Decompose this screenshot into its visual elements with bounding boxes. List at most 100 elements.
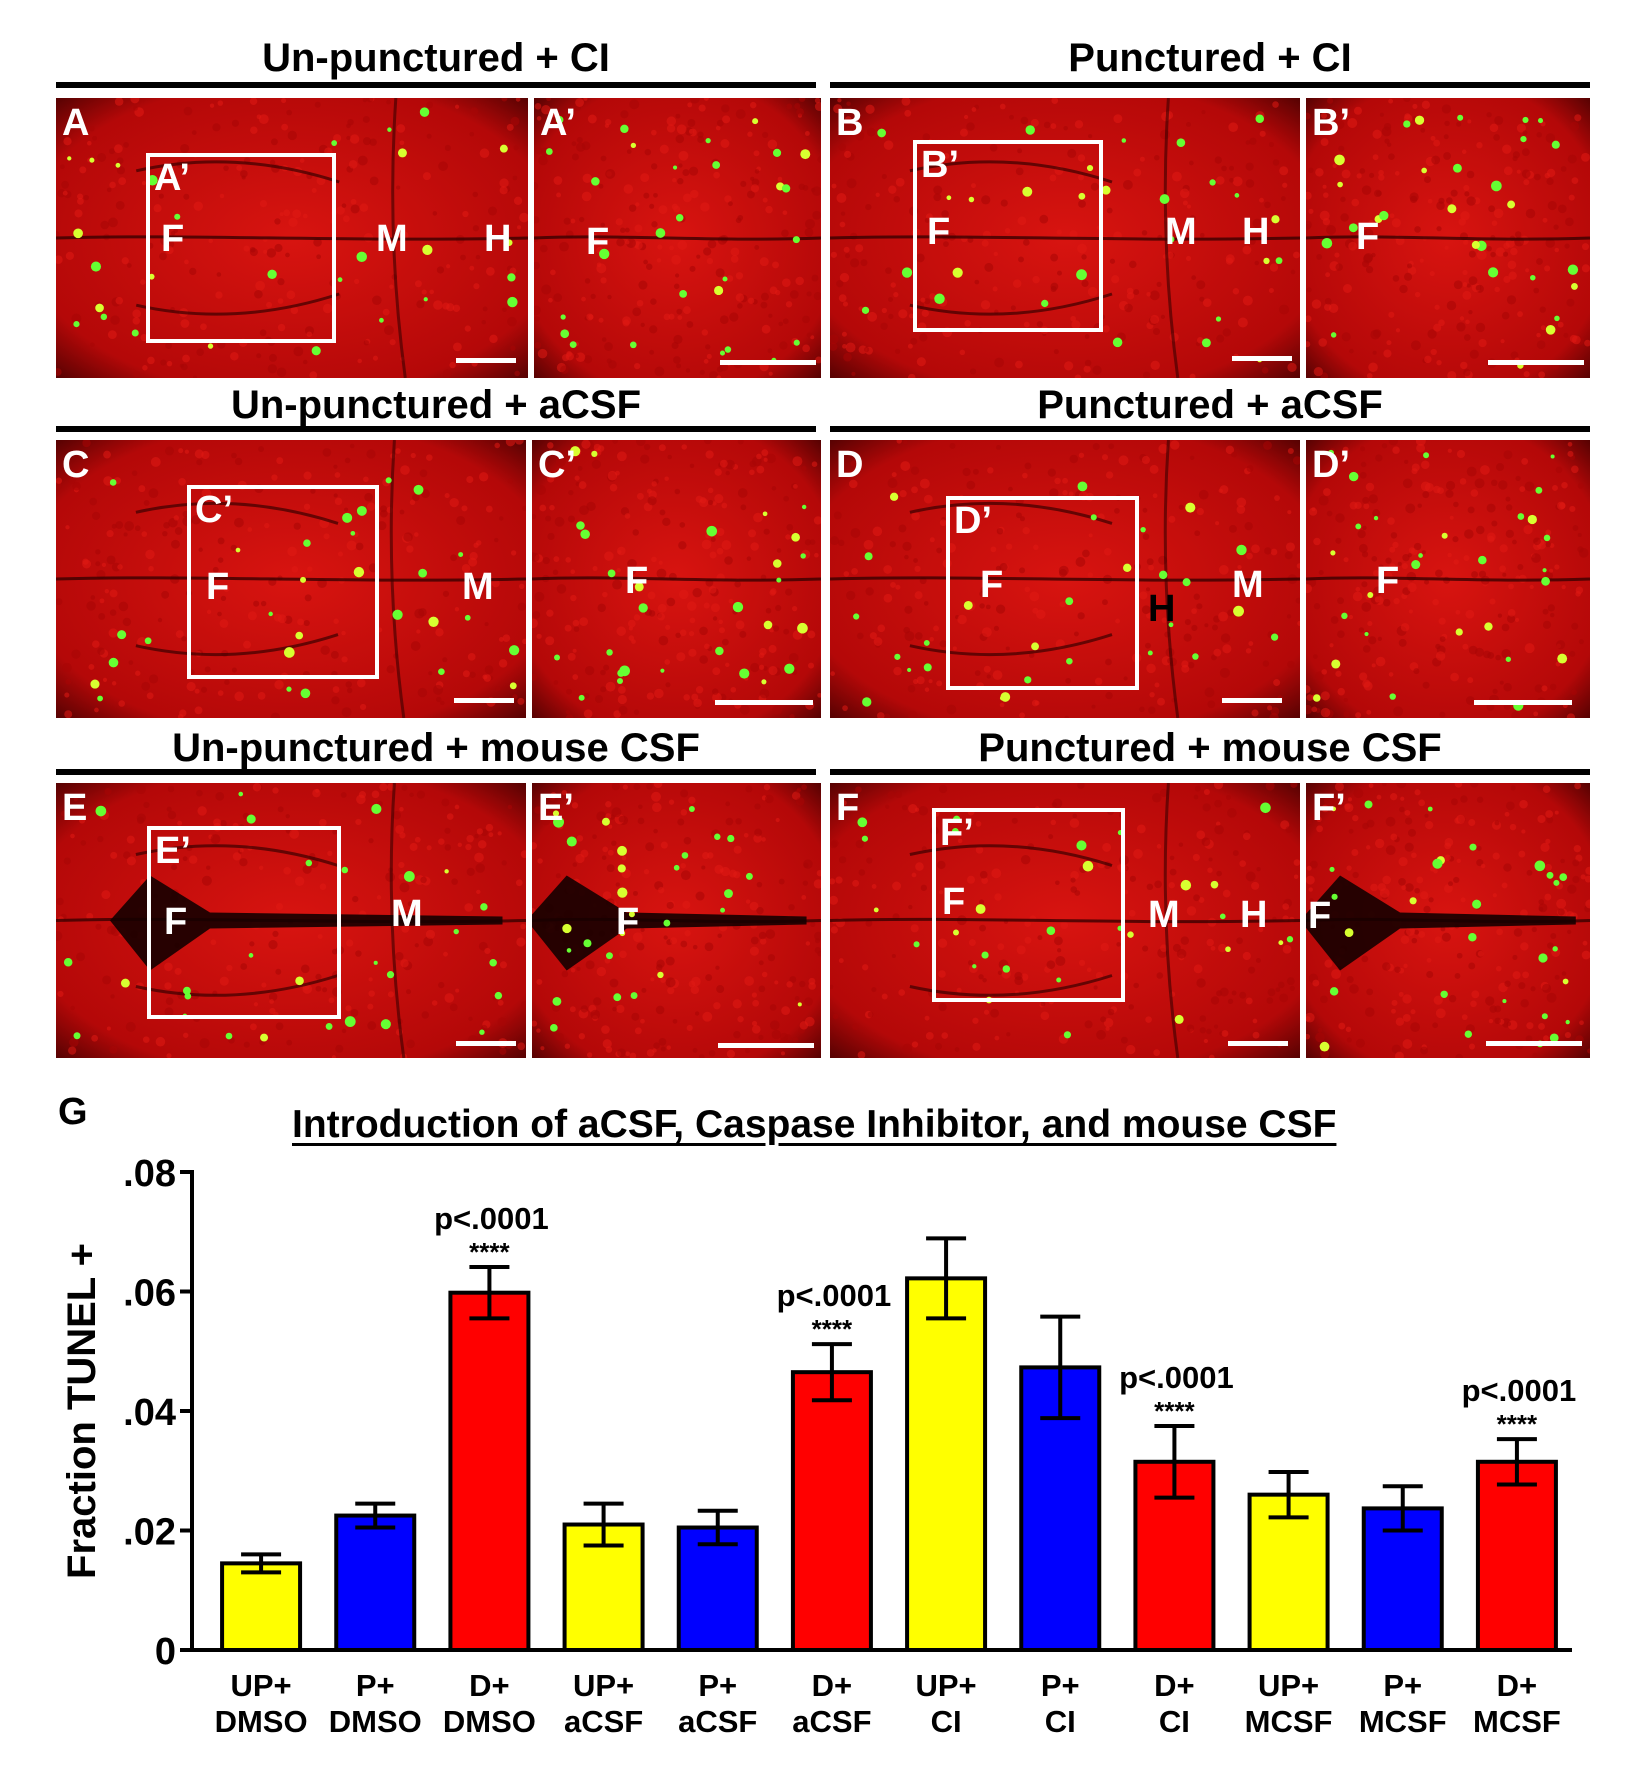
panel-label-g: G bbox=[58, 1091, 88, 1133]
x-tick-label: DMSO bbox=[329, 1704, 422, 1739]
scale-bar bbox=[1486, 1041, 1582, 1046]
tissue-texture bbox=[1306, 98, 1590, 378]
tissue-texture bbox=[830, 440, 1300, 718]
tissue-texture bbox=[532, 783, 821, 1058]
panel-label-c: C bbox=[62, 444, 90, 486]
micrograph-panel-a-prime: A’ F bbox=[534, 98, 821, 378]
region-label-midbrain: M bbox=[391, 893, 423, 935]
x-tick-label: D+ bbox=[1154, 1668, 1195, 1703]
micrograph-panel-f: F F’ F M H bbox=[830, 783, 1300, 1058]
panel-label-b: B bbox=[836, 102, 864, 144]
micrograph-panel-d: D D’ F H M bbox=[830, 440, 1300, 718]
scale-bar bbox=[454, 698, 514, 703]
region-label-hindbrain: H bbox=[484, 218, 512, 260]
scale-bar bbox=[1228, 1041, 1288, 1046]
scale-bar bbox=[1474, 700, 1572, 705]
group-title-punctured-ci: Punctured + CI bbox=[1068, 36, 1352, 80]
y-tick-label: .02 bbox=[123, 1512, 176, 1554]
scale-bar bbox=[720, 360, 816, 365]
x-tick-label: CI bbox=[1159, 1704, 1190, 1739]
bar bbox=[220, 1561, 303, 1652]
p-value-annotation: p<.0001 bbox=[1119, 1360, 1234, 1395]
inset-box-a: A’ bbox=[146, 153, 336, 343]
x-tick-label: UP+ bbox=[1258, 1668, 1319, 1703]
y-axis-label: Fraction TUNEL + bbox=[60, 1243, 104, 1579]
inset-label-b: B’ bbox=[921, 144, 959, 186]
panel-label-c-prime: C’ bbox=[538, 444, 576, 486]
tissue-texture bbox=[534, 98, 821, 378]
micrograph-panel-b: B B’ F M H bbox=[830, 98, 1300, 378]
x-tick-label: MCSF bbox=[1245, 1704, 1333, 1739]
x-tick-label: MCSF bbox=[1359, 1704, 1447, 1739]
micrograph-panel-b-prime: B’ F bbox=[1306, 98, 1590, 378]
group-rule bbox=[830, 769, 1590, 775]
x-tick-label: P+ bbox=[1383, 1668, 1422, 1703]
scale-bar bbox=[456, 1041, 516, 1046]
bar bbox=[790, 1370, 873, 1652]
significance-stars: **** bbox=[1497, 1409, 1538, 1439]
bar bbox=[1475, 1459, 1558, 1652]
inset-label-d: D’ bbox=[954, 500, 992, 542]
panel-label-e: E bbox=[62, 787, 88, 829]
region-label-forebrain: F bbox=[927, 211, 951, 253]
tissue-texture bbox=[830, 783, 1300, 1058]
region-label-midbrain: M bbox=[1148, 894, 1180, 936]
x-tick-label: CI bbox=[1045, 1704, 1076, 1739]
bar bbox=[1247, 1492, 1330, 1652]
region-label-forebrain: F bbox=[1308, 895, 1332, 937]
x-tick-label: P+ bbox=[356, 1668, 395, 1703]
p-value-annotation: p<.0001 bbox=[434, 1201, 549, 1236]
micrograph-panel-e: E E’ F M bbox=[56, 783, 526, 1058]
x-tick-label: aCSF bbox=[564, 1704, 643, 1739]
p-value-annotation: p<.0001 bbox=[777, 1278, 892, 1313]
region-label-midbrain: M bbox=[376, 218, 408, 260]
x-tick-label: D+ bbox=[812, 1668, 853, 1703]
y-tick-label: 0 bbox=[155, 1631, 176, 1673]
inset-label-e: E’ bbox=[155, 830, 191, 872]
inset-label-a: A’ bbox=[154, 157, 190, 199]
region-label-hindbrain: H bbox=[1242, 211, 1270, 253]
group-title-punctured-acsf: Punctured + aCSF bbox=[1037, 383, 1383, 427]
tissue-texture bbox=[56, 783, 526, 1058]
region-label-hindbrain: H bbox=[1240, 894, 1268, 936]
panel-label-d-prime: D’ bbox=[1312, 444, 1350, 486]
tissue-texture bbox=[1306, 440, 1590, 718]
region-label-midbrain: M bbox=[1232, 564, 1264, 606]
group-rule bbox=[56, 426, 816, 432]
chart-title: Introduction of aCSF, Caspase Inhibitor,… bbox=[292, 1103, 1337, 1146]
scale-bar bbox=[456, 358, 516, 363]
region-label-midbrain: M bbox=[462, 566, 494, 608]
region-label-midbrain: M bbox=[1165, 211, 1197, 253]
group-rule bbox=[830, 82, 1590, 88]
panel-label-f: F bbox=[836, 787, 860, 829]
scale-bar bbox=[1232, 356, 1292, 361]
x-tick-label: MCSF bbox=[1473, 1704, 1561, 1739]
y-tick-label: .06 bbox=[123, 1273, 176, 1315]
inset-box-d: D’ bbox=[946, 496, 1139, 690]
micrograph-panel-a: A A’ F M H bbox=[56, 98, 528, 378]
y-tick-label: .04 bbox=[123, 1392, 176, 1434]
x-tick-label: aCSF bbox=[678, 1704, 757, 1739]
scale-bar bbox=[1222, 698, 1282, 703]
tissue-texture bbox=[532, 440, 821, 718]
x-tick-label: CI bbox=[931, 1704, 962, 1739]
region-label-forebrain: F bbox=[161, 218, 185, 260]
region-label-forebrain: F bbox=[1376, 560, 1400, 602]
x-tick-label: P+ bbox=[698, 1668, 737, 1703]
region-label-forebrain: F bbox=[625, 560, 649, 602]
x-tick-label: D+ bbox=[469, 1668, 510, 1703]
inset-label-c: C’ bbox=[195, 489, 233, 531]
micrograph-panel-e-prime: E’ F bbox=[532, 783, 821, 1058]
group-rule bbox=[56, 769, 816, 775]
group-title-unpunctured-mcsf: Un-punctured + mouse CSF bbox=[172, 726, 700, 770]
x-tick-label: D+ bbox=[1497, 1668, 1538, 1703]
micrograph-panel-c: C C’ F M bbox=[56, 440, 526, 718]
inset-box-c: C’ bbox=[187, 485, 379, 679]
tissue-texture bbox=[1306, 783, 1590, 1058]
x-tick-label: DMSO bbox=[215, 1704, 308, 1739]
scale-bar bbox=[715, 700, 813, 705]
x-tick-label: UP+ bbox=[915, 1668, 976, 1703]
bar bbox=[905, 1276, 988, 1652]
bar bbox=[676, 1525, 759, 1653]
